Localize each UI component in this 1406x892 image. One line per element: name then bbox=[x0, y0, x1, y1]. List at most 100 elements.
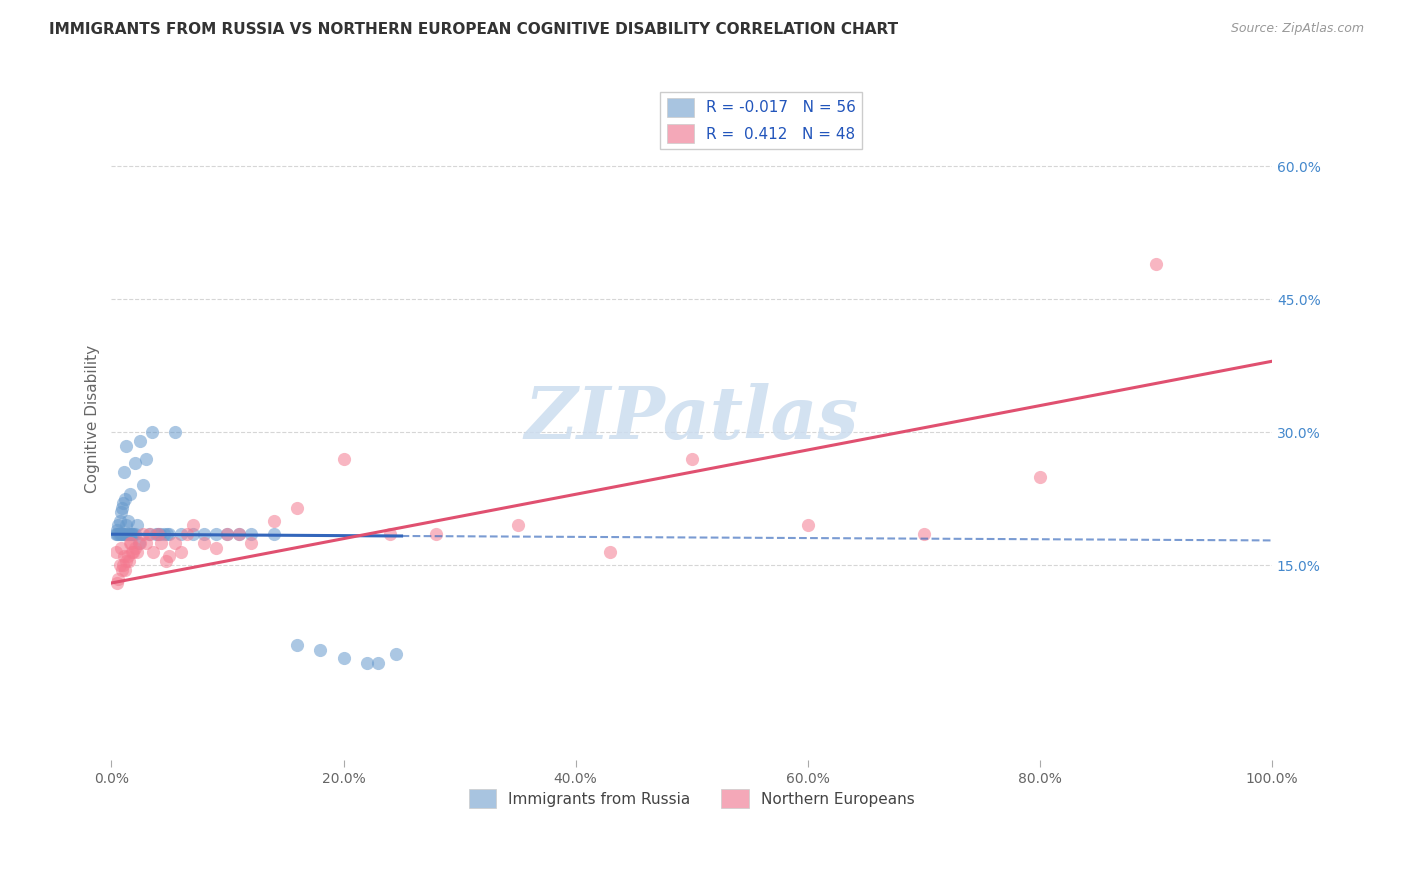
Point bbox=[138, 527, 160, 541]
Point bbox=[165, 425, 187, 440]
Point bbox=[285, 500, 308, 515]
Point bbox=[112, 527, 135, 541]
Legend: Immigrants from Russia, Northern Europeans: Immigrants from Russia, Northern Europea… bbox=[463, 783, 921, 814]
Point bbox=[1029, 469, 1052, 483]
Point bbox=[356, 656, 378, 670]
Point bbox=[115, 438, 138, 452]
Point bbox=[105, 545, 128, 559]
Point bbox=[135, 451, 157, 466]
Point bbox=[155, 554, 177, 568]
Text: ZIPatlas: ZIPatlas bbox=[524, 384, 859, 454]
Point bbox=[425, 527, 447, 541]
Point bbox=[107, 527, 129, 541]
Point bbox=[111, 563, 134, 577]
Point bbox=[217, 527, 239, 541]
Point bbox=[117, 527, 139, 541]
Point bbox=[170, 527, 193, 541]
Point bbox=[122, 527, 145, 541]
Point bbox=[120, 527, 142, 541]
Point bbox=[121, 527, 143, 541]
Point bbox=[150, 536, 173, 550]
Point bbox=[152, 527, 174, 541]
Y-axis label: Cognitive Disability: Cognitive Disability bbox=[86, 345, 100, 493]
Point bbox=[118, 487, 141, 501]
Point bbox=[114, 527, 136, 541]
Point bbox=[125, 518, 148, 533]
Point bbox=[128, 536, 150, 550]
Point bbox=[135, 536, 157, 550]
Text: IMMIGRANTS FROM RUSSIA VS NORTHERN EUROPEAN COGNITIVE DISABILITY CORRELATION CHA: IMMIGRANTS FROM RUSSIA VS NORTHERN EUROP… bbox=[49, 22, 898, 37]
Point bbox=[309, 642, 332, 657]
Point bbox=[121, 545, 143, 559]
Point bbox=[378, 527, 401, 541]
Point bbox=[156, 527, 179, 541]
Point bbox=[796, 518, 818, 533]
Point bbox=[170, 545, 193, 559]
Point bbox=[108, 514, 131, 528]
Point bbox=[124, 527, 146, 541]
Point bbox=[228, 527, 250, 541]
Point bbox=[117, 514, 139, 528]
Point bbox=[132, 527, 155, 541]
Point bbox=[115, 554, 138, 568]
Point bbox=[228, 527, 250, 541]
Point bbox=[105, 527, 128, 541]
Point bbox=[110, 505, 132, 519]
Point bbox=[111, 496, 134, 510]
Point bbox=[107, 518, 129, 533]
Point bbox=[176, 527, 198, 541]
Point bbox=[367, 656, 389, 670]
Point bbox=[205, 527, 228, 541]
Point bbox=[384, 647, 406, 661]
Point bbox=[263, 514, 285, 528]
Point bbox=[111, 558, 134, 573]
Point bbox=[118, 527, 141, 541]
Text: Source: ZipAtlas.com: Source: ZipAtlas.com bbox=[1230, 22, 1364, 36]
Point bbox=[114, 491, 136, 506]
Point bbox=[112, 549, 135, 564]
Point bbox=[117, 549, 139, 564]
Point bbox=[110, 527, 132, 541]
Point bbox=[159, 549, 181, 564]
Point bbox=[107, 572, 129, 586]
Point bbox=[142, 545, 165, 559]
Point bbox=[181, 527, 204, 541]
Point bbox=[111, 527, 134, 541]
Point bbox=[506, 518, 529, 533]
Point bbox=[111, 527, 134, 541]
Point bbox=[193, 527, 215, 541]
Point bbox=[112, 465, 135, 479]
Point bbox=[146, 527, 169, 541]
Point bbox=[332, 451, 354, 466]
Point bbox=[129, 434, 152, 448]
Point bbox=[141, 425, 163, 440]
Point bbox=[124, 456, 146, 470]
Point bbox=[239, 536, 262, 550]
Point bbox=[105, 576, 128, 591]
Point bbox=[108, 527, 131, 541]
Point bbox=[912, 527, 935, 541]
Point bbox=[285, 638, 308, 652]
Point bbox=[105, 527, 128, 541]
Point bbox=[181, 518, 204, 533]
Point bbox=[115, 518, 138, 533]
Point bbox=[125, 545, 148, 559]
Point bbox=[217, 527, 239, 541]
Point bbox=[129, 536, 152, 550]
Point bbox=[114, 563, 136, 577]
Point bbox=[120, 536, 142, 550]
Point bbox=[118, 554, 141, 568]
Point bbox=[105, 523, 128, 537]
Point bbox=[159, 527, 181, 541]
Point bbox=[332, 651, 354, 665]
Point bbox=[110, 541, 132, 555]
Point bbox=[145, 527, 167, 541]
Point bbox=[599, 545, 621, 559]
Point bbox=[118, 536, 141, 550]
Point bbox=[111, 500, 134, 515]
Point bbox=[108, 558, 131, 573]
Point bbox=[165, 536, 187, 550]
Point bbox=[149, 527, 172, 541]
Point bbox=[124, 541, 146, 555]
Point bbox=[1144, 257, 1167, 271]
